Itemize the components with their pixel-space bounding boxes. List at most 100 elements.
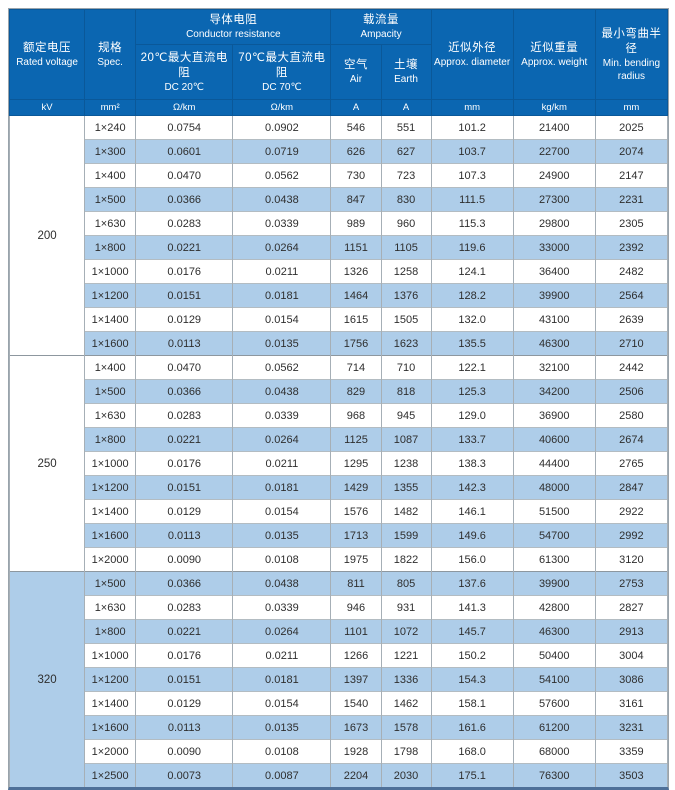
table-row: 1×630 0.0283 0.0339 946 931 141.3 42800 2827 — [10, 595, 669, 620]
weight-cell: 50400 — [512, 643, 596, 668]
weight-cell: 22700 — [512, 139, 596, 164]
dc20-resistance-cell: 0.0129 — [135, 499, 234, 524]
ampacity-earth-cell: 1623 — [380, 331, 432, 356]
weight-cell: 54100 — [512, 667, 596, 692]
ampacity-air-cell: 847 — [330, 187, 382, 212]
spec-cell: 1×1000 — [84, 643, 137, 668]
rated-voltage-cell: 200 — [8, 115, 86, 356]
dc20-resistance-cell: 0.0113 — [135, 331, 234, 356]
header-dc20-en: DC 20℃ — [164, 81, 205, 93]
dc70-resistance-cell: 0.0339 — [232, 211, 332, 236]
diameter-cell: 146.1 — [430, 499, 514, 524]
dc70-resistance-cell: 0.0181 — [232, 283, 332, 308]
ampacity-earth-cell: 1505 — [380, 307, 432, 332]
unit-dc20: Ω/km — [135, 99, 234, 116]
bending-radius-cell: 2765 — [594, 451, 669, 476]
ampacity-earth-cell: 1578 — [380, 715, 432, 740]
header-spec-en: Spec. — [97, 56, 123, 68]
ampacity-air-cell: 1928 — [330, 739, 382, 764]
ampacity-earth-cell: 2030 — [380, 763, 432, 787]
table-row: 1×800 0.0221 0.0264 1101 1072 145.7 46300 2913 — [10, 619, 669, 644]
dc70-resistance-cell: 0.0154 — [232, 307, 332, 332]
ampacity-earth-cell: 1822 — [380, 547, 432, 572]
ampacity-air-cell: 1295 — [330, 451, 382, 476]
dc20-resistance-cell: 0.0221 — [135, 235, 234, 260]
bending-radius-cell: 3120 — [594, 547, 669, 572]
bending-radius-cell: 2305 — [594, 211, 669, 236]
header-diameter-en: Approx. diameter — [434, 56, 511, 68]
ampacity-earth-cell: 1482 — [380, 499, 432, 524]
diameter-cell: 154.3 — [430, 667, 514, 692]
bending-radius-cell: 2392 — [594, 235, 669, 260]
dc20-resistance-cell: 0.0151 — [135, 283, 234, 308]
table-row: 1×1000 0.0176 0.0211 1295 1238 138.3 44400 2765 — [10, 451, 669, 476]
header-ampacity-air-zh: 空气 — [343, 59, 368, 71]
dc70-resistance-cell: 0.0135 — [232, 523, 332, 548]
diameter-cell: 168.0 — [430, 739, 514, 764]
ampacity-air-cell: 1326 — [330, 259, 382, 284]
bending-radius-cell: 3086 — [594, 667, 669, 692]
bending-radius-cell: 3231 — [594, 715, 669, 740]
ampacity-air-cell: 2204 — [330, 763, 382, 787]
table-row: 250 1×400 0.0470 0.0562 714 710 122.1 32100 2442 — [8, 355, 669, 572]
dc70-resistance-cell: 0.0211 — [232, 259, 332, 284]
diameter-cell: 107.3 — [430, 163, 514, 188]
bending-radius-cell: 2913 — [594, 619, 669, 644]
dc20-resistance-cell: 0.0366 — [135, 379, 234, 404]
table-row: 1×1400 0.0129 0.0154 1540 1462 158.1 57600 3161 — [10, 691, 669, 716]
bending-radius-cell: 2710 — [594, 331, 669, 356]
header-dc70-zh: 70℃最大直流电阻 — [238, 51, 326, 79]
header-ampacity-zh: 载流量 — [363, 14, 400, 26]
ampacity-air-cell: 714 — [330, 355, 382, 380]
table-row: 1×1600 0.0113 0.0135 1673 1578 161.6 61200 3231 — [10, 715, 669, 740]
dc20-resistance-cell: 0.0090 — [135, 547, 234, 572]
diameter-cell: 124.1 — [430, 259, 514, 284]
dc70-resistance-cell: 0.0087 — [232, 763, 332, 787]
dc20-resistance-cell: 0.0601 — [135, 139, 234, 164]
table-row: 1×500 0.0366 0.0438 847 830 111.5 27300 2231 — [10, 187, 669, 212]
dc20-resistance-cell: 0.0129 — [135, 691, 234, 716]
dc20-resistance-cell: 0.0176 — [135, 643, 234, 668]
table-row: 1×2500 0.0073 0.0087 2204 2030 175.1 76300 3503 — [10, 763, 669, 787]
ampacity-earth-cell: 830 — [380, 187, 432, 212]
diameter-cell: 122.1 — [430, 355, 514, 380]
dc70-resistance-cell: 0.0719 — [232, 139, 332, 164]
weight-cell: 42800 — [512, 595, 596, 620]
spec-cell: 1×1400 — [84, 307, 137, 332]
dc20-resistance-cell: 0.0113 — [135, 523, 234, 548]
diameter-cell: 111.5 — [430, 187, 514, 212]
dc70-resistance-cell: 0.0154 — [232, 499, 332, 524]
spec-cell: 1×1200 — [84, 475, 137, 500]
table-row: 1×1200 0.0151 0.0181 1397 1336 154.3 54100 3086 — [10, 667, 669, 692]
spec-cell: 1×1000 — [84, 451, 137, 476]
weight-cell: 39900 — [512, 571, 596, 596]
header-spec-zh: 规格 — [98, 41, 123, 54]
dc20-resistance-cell: 0.0470 — [135, 355, 234, 380]
diameter-cell: 175.1 — [430, 763, 514, 787]
spec-cell: 1×240 — [84, 115, 137, 140]
ampacity-earth-cell: 1336 — [380, 667, 432, 692]
spec-cell: 1×1200 — [84, 283, 137, 308]
spec-cell: 1×800 — [84, 619, 137, 644]
diameter-cell: 132.0 — [430, 307, 514, 332]
spec-cell: 1×1200 — [84, 667, 137, 692]
table-row: 1×1600 0.0113 0.0135 1756 1623 135.5 46300 2710 — [10, 331, 669, 356]
ampacity-air-cell: 1713 — [330, 523, 382, 548]
header-rated-voltage-en: Rated voltage — [16, 56, 78, 68]
bending-radius-cell: 3503 — [594, 763, 669, 787]
spec-cell: 1×630 — [84, 403, 137, 428]
ampacity-earth-cell: 723 — [380, 163, 432, 188]
dc70-resistance-cell: 0.0135 — [232, 331, 332, 356]
table-row: 1×1200 0.0151 0.0181 1464 1376 128.2 39900 2564 — [10, 283, 669, 308]
weight-cell: 39900 — [512, 283, 596, 308]
dc70-resistance-cell: 0.0108 — [232, 547, 332, 572]
ampacity-air-cell: 1151 — [330, 235, 382, 260]
ampacity-air-cell: 811 — [330, 571, 382, 596]
header-bending-radius-zh: 最小弯曲半径 — [601, 27, 662, 55]
dc70-resistance-cell: 0.0181 — [232, 475, 332, 500]
ampacity-air-cell: 829 — [330, 379, 382, 404]
dc70-resistance-cell: 0.0108 — [232, 739, 332, 764]
weight-cell: 46300 — [512, 331, 596, 356]
dc70-resistance-cell: 0.0562 — [232, 355, 332, 380]
rated-voltage-cell: 250 — [8, 355, 86, 572]
